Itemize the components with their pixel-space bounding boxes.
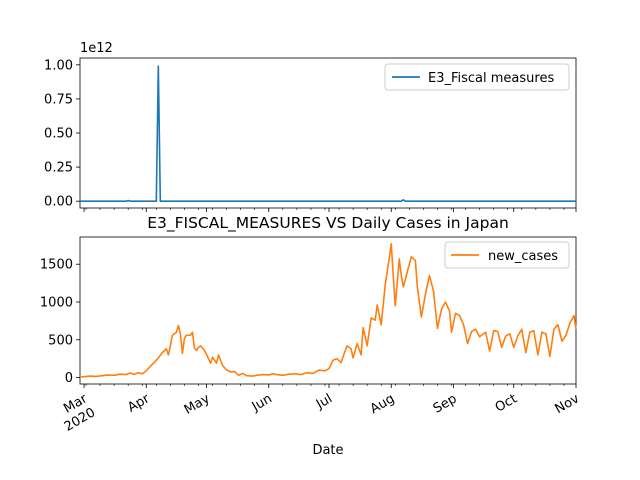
top-ytick-label: 0.50 <box>44 127 73 142</box>
top-legend-box <box>384 63 570 91</box>
bottom-y-axis: 0 500 1000 1500 <box>40 258 80 386</box>
chart-title: E3_FISCAL_MEASURES VS Daily Cases in Jap… <box>147 214 509 233</box>
bottom-ytick-label: 1500 <box>40 258 73 273</box>
top-ytick-label: 0.25 <box>44 161 73 176</box>
bottom-legend-label: new_cases <box>488 249 558 264</box>
top-x-axis <box>83 208 577 212</box>
top-ytick-label: 0.75 <box>44 92 73 107</box>
bottom-ytick-label: 1000 <box>40 295 73 310</box>
top-offset-text: 1e12 <box>80 41 113 56</box>
x-axis-label: Date <box>312 443 343 458</box>
bottom-series-line <box>79 243 577 378</box>
bottom-legend: new_cases <box>444 241 570 269</box>
top-ytick-label: 1.00 <box>44 58 73 73</box>
bottom-legend-box <box>444 241 570 269</box>
bottom-series-group <box>79 243 577 378</box>
top-subplot: 0.00 0.25 0.50 0.75 1.00 1e12 E3_Fiscal meas… <box>44 41 577 212</box>
top-series-group <box>80 65 576 202</box>
top-legend: E3_Fiscal measures <box>384 63 570 91</box>
xtick-label: Jul <box>313 391 335 412</box>
bottom-axes-frame <box>79 236 577 385</box>
bottom-ytick-label: 0 <box>65 371 73 386</box>
top-series-line <box>80 65 576 202</box>
top-ytick-label: 0.00 <box>44 195 73 210</box>
bottom-ytick-label: 500 <box>48 333 73 348</box>
top-legend-label: E3_Fiscal measures <box>428 71 554 86</box>
top-y-axis: 0.00 0.25 0.50 0.75 1.00 <box>44 58 80 210</box>
